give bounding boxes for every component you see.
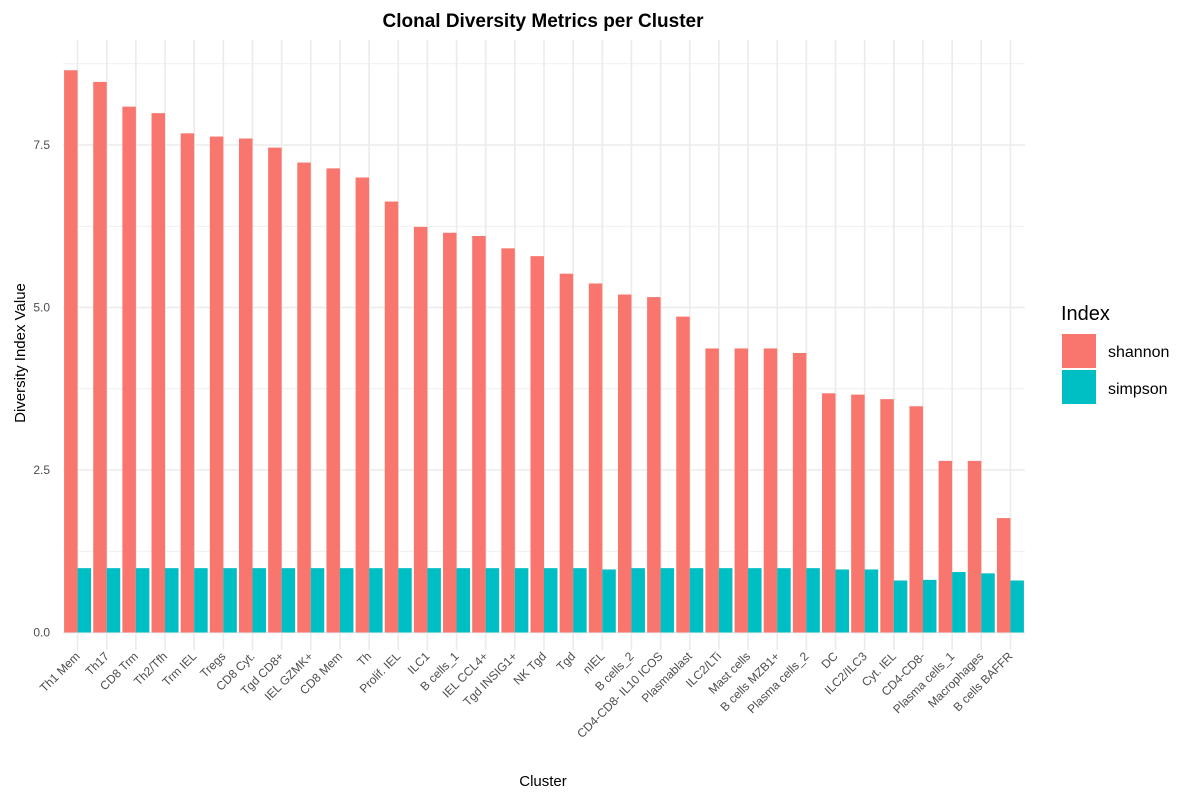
bar-shannon	[384, 201, 399, 633]
legend: Index shannon simpson	[1061, 303, 1169, 404]
bar-simpson	[922, 579, 937, 633]
bar-shannon	[64, 70, 78, 633]
bar-shannon	[792, 353, 807, 633]
bar-simpson	[602, 569, 616, 633]
bar-simpson	[689, 568, 704, 633]
y-axis-title: Diversity Index Value	[12, 283, 29, 423]
bar-simpson	[77, 568, 92, 633]
bar-shannon	[705, 348, 719, 633]
bar-simpson	[718, 568, 733, 633]
bar-shannon	[180, 133, 195, 633]
bar-shannon	[443, 232, 457, 633]
bar-shannon	[851, 394, 865, 633]
bar-shannon	[996, 518, 1011, 633]
bar-simpson	[893, 580, 908, 633]
bar-simpson	[427, 568, 441, 633]
bar-simpson	[981, 573, 995, 633]
bar-simpson	[1010, 580, 1024, 633]
bar-simpson	[252, 568, 266, 633]
legend-swatch-simpson	[1062, 370, 1096, 404]
bar-simpson	[631, 568, 645, 633]
bar-simpson	[777, 568, 791, 633]
bar-shannon	[413, 226, 428, 633]
bar-shannon	[501, 248, 515, 633]
bar-shannon	[763, 348, 778, 633]
legend-swatch-shannon	[1062, 334, 1096, 368]
bar-shannon	[880, 399, 894, 633]
bar-shannon	[530, 256, 544, 633]
y-tick-label: 7.5	[33, 138, 50, 152]
bar-shannon	[734, 348, 749, 633]
bar-simpson	[514, 568, 529, 633]
bar-shannon	[93, 81, 107, 633]
bar-simpson	[660, 568, 675, 633]
legend-label-shannon: shannon	[1108, 344, 1169, 361]
x-axis-title: Cluster	[519, 773, 567, 790]
bar-shannon	[297, 162, 311, 633]
bar-simpson	[485, 568, 500, 633]
bar-shannon	[559, 273, 574, 633]
bar-simpson	[135, 568, 150, 633]
bar-simpson	[165, 568, 179, 633]
bar-shannon	[967, 460, 982, 633]
bar-simpson	[748, 568, 762, 633]
bar-simpson	[194, 568, 208, 633]
bar-simpson	[223, 568, 237, 633]
bar-simpson	[398, 568, 412, 633]
y-axis-ticks: 0.0 2.5 5.0 7.5	[33, 138, 50, 640]
bar-simpson	[864, 569, 879, 633]
bar-shannon	[209, 136, 224, 633]
bar-shannon	[268, 147, 282, 633]
bar-shannon	[938, 460, 953, 633]
bar-shannon	[122, 106, 136, 633]
bar-simpson	[573, 568, 587, 633]
bar-simpson	[456, 568, 471, 633]
bar-shannon	[151, 113, 166, 633]
y-tick-label: 0.0	[33, 626, 50, 640]
bar-shannon	[355, 177, 370, 633]
bar-simpson	[106, 568, 121, 633]
bar-simpson	[369, 568, 383, 633]
bar-shannon	[472, 236, 486, 633]
bar-simpson	[310, 568, 325, 633]
bar-shannon	[617, 294, 632, 633]
bar-simpson	[281, 568, 296, 633]
bar-shannon	[588, 283, 603, 633]
bar-simpson	[806, 568, 820, 633]
bar-simpson	[339, 568, 354, 633]
bars	[64, 70, 1024, 633]
bar-shannon	[647, 297, 661, 633]
bar-shannon	[676, 316, 690, 633]
bar-simpson	[835, 569, 850, 633]
y-tick-label: 5.0	[33, 301, 50, 315]
bar-shannon	[238, 138, 253, 633]
bar-simpson	[544, 568, 558, 633]
y-tick-label: 2.5	[33, 463, 50, 477]
legend-title: Index	[1061, 303, 1110, 325]
bar-shannon	[909, 406, 923, 633]
bar-shannon	[822, 393, 836, 633]
bar-shannon	[326, 168, 340, 633]
bar-simpson	[952, 572, 966, 633]
chart-title: Clonal Diversity Metrics per Cluster	[383, 11, 705, 32]
legend-label-simpson: simpson	[1108, 381, 1168, 398]
